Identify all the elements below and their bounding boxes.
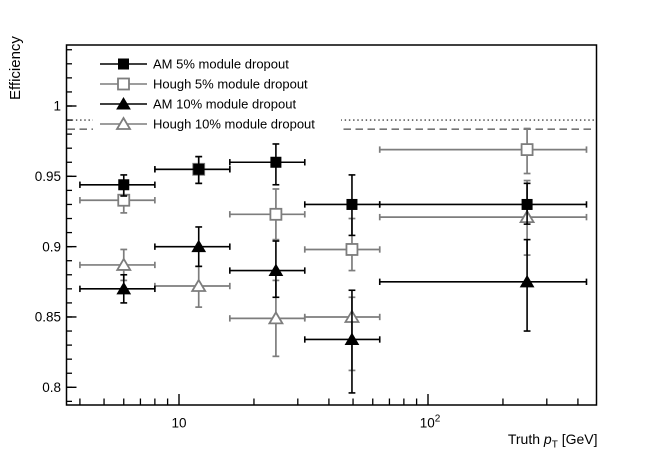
legend-entry-am-10-module-dropout: AM 10% module dropout	[100, 97, 296, 112]
y-axis: 1 0.95 0.9 0.85 0.8	[35, 49, 77, 403]
data-point-marker	[116, 281, 132, 295]
legend-box	[93, 48, 341, 135]
data-point-marker	[345, 243, 359, 256]
legend-label: AM 10% module dropout	[153, 97, 296, 112]
data-point-marker	[269, 207, 283, 221]
x-axis: 10 102	[79, 394, 579, 431]
series-am-5-module-dropout	[79, 143, 588, 237]
legend-label: Hough 5% module dropout	[153, 77, 308, 92]
legend: AM 5% module dropout Hough 5% module drop…	[93, 48, 341, 135]
plot-frame	[65, 44, 598, 406]
y-tick-label: 0.95	[35, 169, 61, 184]
y-axis-title: Efficiency	[7, 36, 24, 100]
data-point-marker	[115, 116, 132, 130]
y-tick-label: 0.8	[42, 380, 61, 395]
x-tick-label: 10	[171, 416, 186, 431]
data-point-marker	[520, 143, 534, 157]
series-am-10-module-dropout	[79, 226, 588, 394]
data-point-marker	[519, 274, 535, 288]
y-tick-label: 1	[53, 99, 61, 114]
data-point-marker	[521, 198, 533, 210]
data-point-marker	[117, 77, 130, 91]
legend-entry-hough-10-module-dropout: Hough 10% module dropout	[100, 116, 315, 132]
x-axis-title: Truth pT [GeV]	[508, 431, 598, 451]
data-point-marker	[268, 263, 284, 277]
y-tick-label: 0.9	[42, 239, 61, 254]
legend-entry-hough-5-module-dropout: Hough 5% module dropout	[100, 77, 308, 92]
legend-label: AM 5% module dropout	[153, 57, 289, 72]
data-point-marker	[191, 239, 207, 253]
legend-entry-am-5-module-dropout: AM 5% module dropout	[100, 57, 289, 72]
data-point-marker	[118, 58, 129, 70]
data-point-marker	[344, 332, 360, 345]
data-point-marker	[115, 257, 132, 271]
data-point-marker	[193, 163, 205, 175]
data-series	[79, 127, 588, 394]
data-point-marker	[267, 310, 284, 325]
data-point-marker	[270, 156, 282, 168]
legend-label: Hough 10% module dropout	[153, 117, 315, 132]
data-point-marker	[346, 198, 358, 210]
data-point-marker	[118, 179, 130, 191]
y-tick-label: 0.85	[35, 310, 61, 325]
data-point-marker	[116, 97, 131, 110]
data-point-marker	[190, 278, 207, 292]
x-tick-label: 102	[420, 414, 441, 431]
